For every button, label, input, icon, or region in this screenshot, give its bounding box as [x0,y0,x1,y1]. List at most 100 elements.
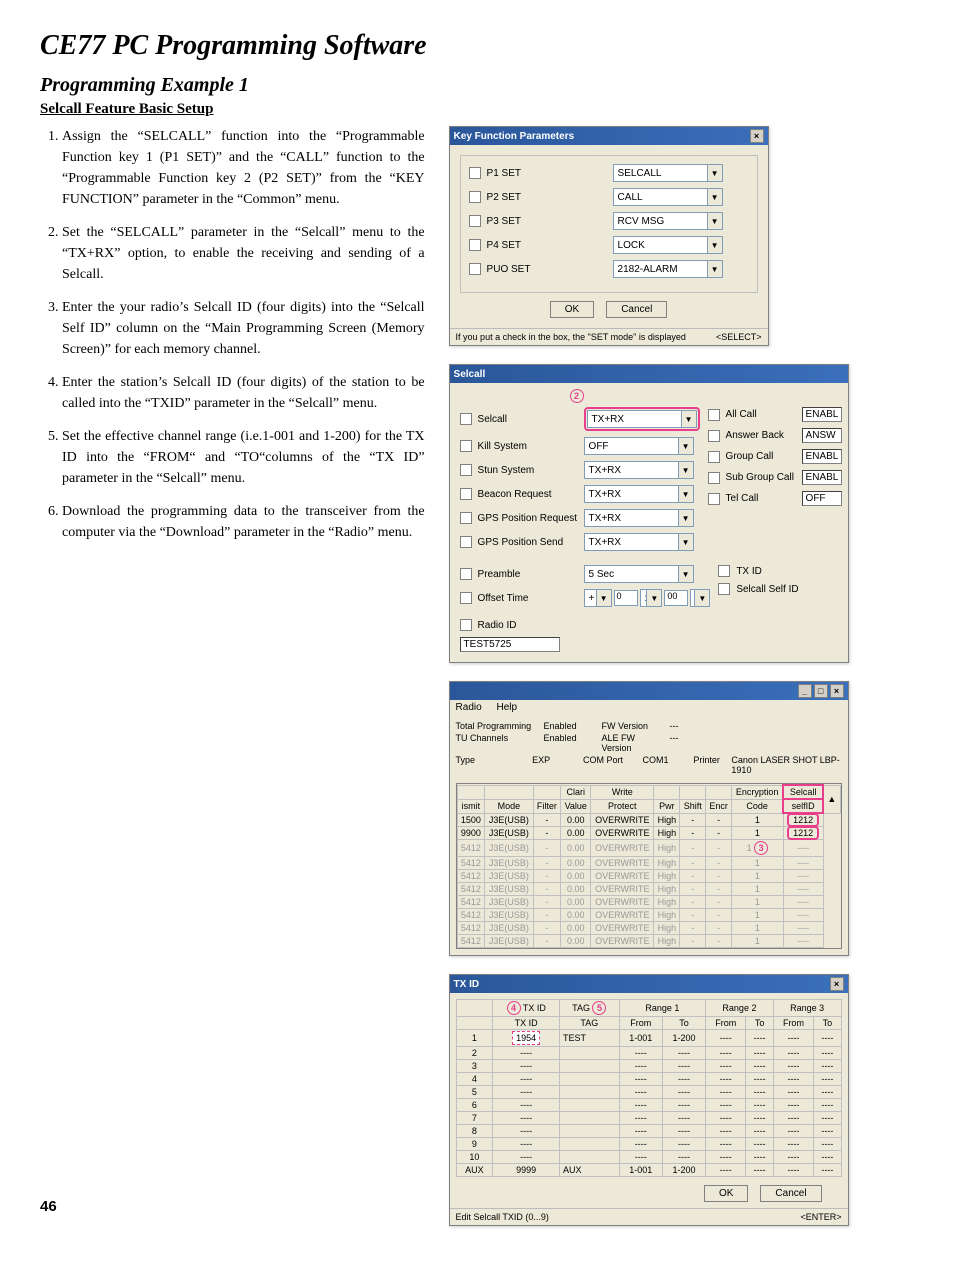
main-programming-window: _□× Radio Help Total ProgrammingEnabledF… [449,681,849,956]
checkbox[interactable] [460,536,472,548]
key-label: PUO SET [487,264,607,275]
close-icon[interactable]: × [750,129,764,143]
checkbox[interactable] [718,565,730,577]
param-value[interactable]: ENABL [802,407,842,422]
key-select[interactable]: 2182-ALARM [613,260,723,278]
step-item: Enter the your radio’s Selcall ID (four … [62,297,425,360]
window-title: Selcall [454,369,486,380]
checkbox[interactable] [708,493,720,505]
subtitle: Selcall Feature Basic Setup [40,101,914,118]
checkbox[interactable] [708,409,720,421]
param-label: All Call [726,409,796,420]
minimize-icon[interactable]: _ [798,684,812,698]
checkbox[interactable] [469,239,481,251]
checkbox[interactable] [718,583,730,595]
cancel-button[interactable]: Cancel [606,301,667,318]
param-label: TX ID [736,566,816,577]
badge-2: 2 [570,389,584,403]
checkbox[interactable] [708,430,720,442]
step-item: Set the effective channel range (i.e.1-0… [62,426,425,489]
checkbox[interactable] [460,568,472,580]
param-label: Stun System [478,465,578,476]
checkbox[interactable] [469,263,481,275]
key-label: P2 SET [487,192,607,203]
ok-button[interactable]: OK [704,1185,748,1202]
param-label: Selcall [478,414,578,425]
key-select[interactable]: SELCALL [613,164,723,182]
param-label: Selcall Self ID [736,584,816,595]
offset-time-spinner[interactable]: +0:00 [584,589,711,607]
checkbox[interactable] [460,512,472,524]
param-label: Group Call [726,451,796,462]
checkbox[interactable] [460,413,472,425]
hint-text: If you put a check in the box, the "SET … [456,332,686,342]
ok-button[interactable]: OK [550,301,594,318]
window-title: Key Function Parameters [454,131,575,142]
param-value[interactable]: ENABL [802,449,842,464]
txid-table: 4 TX IDTAG 5Range 1Range 2Range 3 TX IDT… [456,999,842,1177]
selcall-select[interactable]: TX+RX [584,461,694,479]
radio-id-input[interactable]: TEST5725 [460,637,560,652]
close-icon[interactable]: × [830,977,844,991]
selcall-select[interactable]: TX+RX [584,509,694,527]
key-function-window: Key Function Parameters × P1 SET SELCALL P… [449,126,769,346]
hint-right: <SELECT> [716,332,762,342]
window-title: TX ID [454,979,480,990]
checkbox[interactable] [460,464,472,476]
param-label: Tel Call [726,493,796,504]
titlebar: _□× [450,682,848,700]
radio-id-label: Radio ID [478,620,598,631]
txid-window: TX ID × 4 TX IDTAG 5Range 1Range 2Range … [449,974,849,1226]
channel-table: ClariWriteEncryptionSelcall▲ismitModeFil… [457,784,841,948]
step-item: Set the “SELCALL” parameter in the “Selc… [62,222,425,285]
key-label: P1 SET [487,168,607,179]
selcall-select[interactable]: TX+RX [584,485,694,503]
checkbox[interactable] [469,167,481,179]
checkbox[interactable] [708,472,720,484]
key-label: P3 SET [487,216,607,227]
menubar: Radio Help [450,700,848,715]
param-label: Sub Group Call [726,472,796,483]
key-select[interactable]: CALL [613,188,723,206]
param-label: Beacon Request [478,489,578,500]
menu-radio[interactable]: Radio [456,702,482,713]
hint-text: Edit Selcall TXID (0...9) [456,1212,549,1222]
param-value[interactable]: OFF [802,491,842,506]
titlebar: Key Function Parameters × [450,127,768,145]
menu-help[interactable]: Help [496,702,517,713]
key-select[interactable]: LOCK [613,236,723,254]
checkbox[interactable] [460,592,472,604]
steps-list: Assign the “SELCALL” function into the “… [40,126,425,543]
selcall-window: Selcall 2 Selcall TX+RX Kill System OFF Stun… [449,364,849,663]
checkbox[interactable] [469,191,481,203]
param-label: GPS Position Request [478,513,578,524]
step-item: Download the programming data to the tra… [62,501,425,543]
key-select[interactable]: RCV MSG [613,212,723,230]
param-label: Offset Time [478,593,578,604]
param-label: GPS Position Send [478,537,578,548]
hint-right: <ENTER> [801,1212,842,1222]
step-item: Assign the “SELCALL” function into the “… [62,126,425,210]
checkbox[interactable] [469,215,481,227]
close-icon[interactable]: × [830,684,844,698]
selcall-select[interactable]: TX+RX [587,410,697,428]
param-label: Preamble [478,569,578,580]
param-label: Answer Back [726,430,796,441]
titlebar: TX ID × [450,975,848,993]
maximize-icon[interactable]: □ [814,684,828,698]
page-title: CE77 PC Programming Software [40,30,914,62]
page-number: 46 [40,1198,57,1215]
checkbox[interactable] [460,440,472,452]
cancel-button[interactable]: Cancel [760,1185,821,1202]
step-item: Enter the station’s Selcall ID (four dig… [62,372,425,414]
param-value[interactable]: ANSW [802,428,842,443]
selcall-select[interactable]: TX+RX [584,533,694,551]
param-value[interactable]: ENABL [802,470,842,485]
param-label: Kill System [478,441,578,452]
checkbox[interactable] [460,488,472,500]
param-select[interactable]: 5 Sec [584,565,694,583]
checkbox[interactable] [460,619,472,631]
selcall-select[interactable]: OFF [584,437,694,455]
checkbox[interactable] [708,451,720,463]
titlebar: Selcall [450,365,848,383]
